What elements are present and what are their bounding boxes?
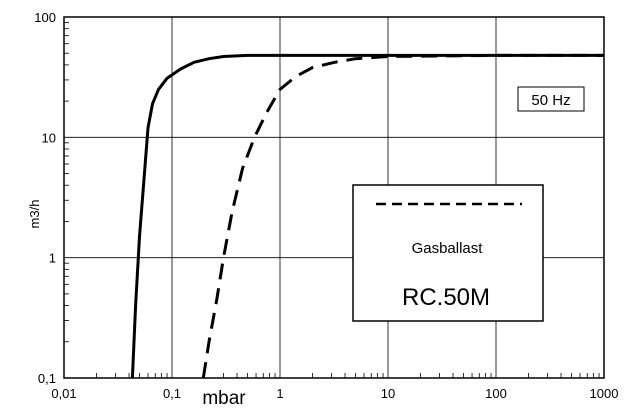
x-tick-label: 10 xyxy=(381,386,395,401)
series-dashed-line xyxy=(201,53,604,379)
plot-frame xyxy=(63,16,605,379)
frequency-label: 50 Hz xyxy=(531,92,570,109)
x-tick-label: 1 xyxy=(276,386,283,401)
y-axis-label: m3/h xyxy=(27,200,42,229)
y-tick-labels: 0,1 1 10 100 xyxy=(34,10,56,386)
legend-box xyxy=(352,184,544,322)
y-tick-label: 1 xyxy=(49,251,56,266)
minor-ticks xyxy=(64,22,600,378)
x-tick-label: 0,1 xyxy=(163,386,181,401)
x-tick-label: 100 xyxy=(485,386,507,401)
frequency-box xyxy=(517,86,585,112)
y-tick-label: 10 xyxy=(42,130,56,145)
y-tick-label: 0,1 xyxy=(38,371,56,386)
series-solid-line xyxy=(130,53,604,379)
x-tick-label: 0,01 xyxy=(51,386,76,401)
legend-label-gasballast: Gasballast xyxy=(412,240,484,257)
y-tick-label: 100 xyxy=(34,10,56,25)
x-tick-labels: 0,01 0,1 1 10 100 1000 xyxy=(51,386,618,401)
x-axis-label: mbar xyxy=(202,388,246,408)
x-tick-label: 1000 xyxy=(590,386,619,401)
model-label: RC.50M xyxy=(402,284,490,311)
series-layer xyxy=(130,53,604,379)
